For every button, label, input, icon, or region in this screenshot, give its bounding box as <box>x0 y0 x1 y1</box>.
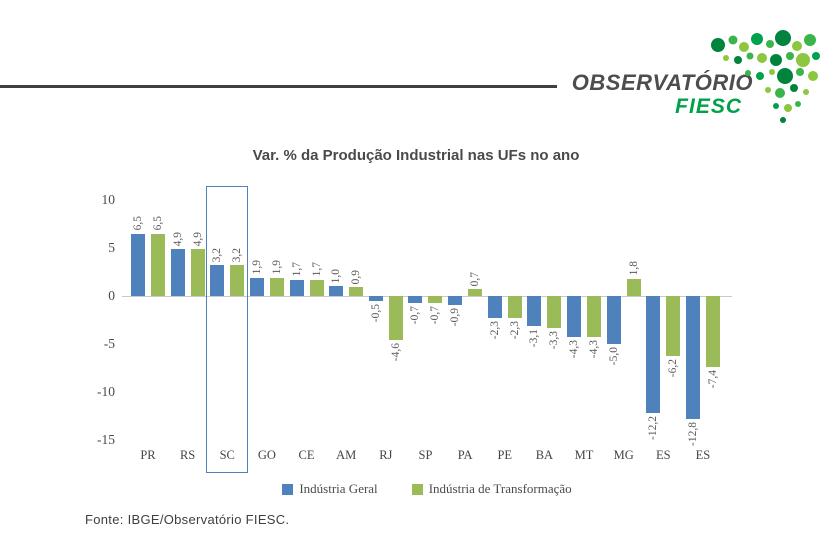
bar-BA-s1 <box>547 296 562 328</box>
bar-value-label: -12,8 <box>686 421 699 446</box>
bar-value-label: 1,0 <box>330 269 343 284</box>
y-axis-tick: 10 <box>101 192 116 207</box>
bar-ES-s1 <box>666 296 681 356</box>
bar-value-label: -7,4 <box>706 370 719 389</box>
x-axis-label-MG-12: MG <box>613 448 634 462</box>
x-axis-label-SP-7: SP <box>418 448 433 462</box>
bar-SC-s1 <box>230 265 245 296</box>
bar-value-label: 0,9 <box>350 270 363 285</box>
bar-RJ-s0 <box>368 296 383 301</box>
legend-swatch-icon <box>282 483 294 495</box>
bar-ES-s1 <box>705 296 720 368</box>
x-axis-label-SC-2: SC <box>219 448 235 462</box>
bar-value-label: -5,0 <box>607 347 620 366</box>
bar-GO-s1 <box>269 277 284 296</box>
observatorio-logo-text: OBSERVATÓRIO <box>571 70 753 95</box>
bar-value-label: 6,5 <box>152 216 164 231</box>
bar-SC-s0 <box>210 265 225 296</box>
y-axis-tick: 5 <box>108 240 115 255</box>
bar-ES-s0 <box>685 296 700 419</box>
bar-SP-s1 <box>428 296 443 303</box>
bar-value-label: -4,3 <box>568 340 581 359</box>
bar-PA-s0 <box>448 296 463 305</box>
bar-value-label: -0,7 <box>429 305 442 324</box>
bar-MG-s0 <box>606 296 621 344</box>
legend-label: Indústria de Transformação <box>428 481 572 496</box>
bar-SP-s0 <box>408 296 423 303</box>
x-axis-label-AM-5: AM <box>336 448 357 462</box>
zero-axis-line <box>122 296 732 297</box>
bar-AM-s0 <box>329 286 344 296</box>
bar-MT-s1 <box>587 296 602 338</box>
bar-value-label: 1,7 <box>310 262 323 277</box>
chart-title: Var. % da Produção Industrial nas UFs no… <box>252 147 580 164</box>
bar-value-label: -3,1 <box>528 328 541 347</box>
bar-BA-s0 <box>527 296 542 326</box>
x-axis-label-BA-10: BA <box>535 448 554 462</box>
bar-value-label: -0,9 <box>449 307 462 326</box>
bar-RS-s1 <box>190 248 205 296</box>
bar-AM-s1 <box>349 287 364 296</box>
bar-value-label: 1,9 <box>250 260 263 275</box>
bar-ES-s0 <box>646 296 661 414</box>
bar-MT-s0 <box>567 296 582 338</box>
bar-value-label: 6,5 <box>132 216 144 231</box>
legend-label: Indústria Geral <box>299 481 378 496</box>
y-axis-tick: -15 <box>97 432 115 447</box>
bar-PA-s1 <box>468 289 483 296</box>
bar-MG-s1 <box>626 278 641 296</box>
source-text: Fonte: IBGE/Observatório FIESC. <box>85 512 290 527</box>
bar-value-label: -4,6 <box>389 343 402 362</box>
bar-PE-s1 <box>507 296 522 319</box>
x-axis-label-RS-1: RS <box>179 448 196 462</box>
bar-GO-s0 <box>249 277 264 296</box>
bar-value-label: 1,8 <box>627 261 640 276</box>
x-axis-label-ES-13: ES <box>656 448 671 462</box>
bar-CE-s0 <box>289 279 304 296</box>
bar-CE-s1 <box>309 279 324 296</box>
header-divider-rule <box>0 85 557 88</box>
bar-value-label: 4,9 <box>191 231 204 246</box>
x-axis-label-PE-9: PE <box>497 448 513 462</box>
bar-value-label: 4,9 <box>171 231 184 246</box>
fiesc-logo-text: FIESC <box>675 95 742 118</box>
bar-value-label: -6,2 <box>667 358 680 377</box>
bar-value-label: -4,3 <box>588 340 601 359</box>
bar-value-label: 0,7 <box>469 271 482 287</box>
y-axis-tick: 0 <box>108 288 115 303</box>
y-axis-tick: -10 <box>97 384 115 399</box>
bar-RJ-s1 <box>388 296 403 341</box>
y-axis-tick: -5 <box>103 336 115 351</box>
highlight-box-SC <box>206 186 249 473</box>
x-axis-label-MT-11: MT <box>574 448 594 462</box>
bar-PR-s0 <box>131 233 145 296</box>
bar-value-label: 1,7 <box>290 262 303 277</box>
legend-swatch-icon <box>411 483 423 495</box>
bar-value-label: 1,9 <box>270 260 283 275</box>
x-axis-label-ES-14: ES <box>695 448 711 462</box>
brazil-map-dots-icon <box>711 30 820 123</box>
bar-value-label: -2,3 <box>508 321 521 340</box>
x-axis-label-CE-4: CE <box>298 448 315 462</box>
bar-value-label: -0,7 <box>409 305 422 324</box>
x-axis-label-PA-8: PA <box>457 448 473 462</box>
bar-RS-s0 <box>170 248 185 296</box>
bar-PE-s0 <box>487 296 502 319</box>
bar-value-label: -0,5 <box>369 303 382 323</box>
legend-item: Indústria de Transformação <box>411 481 572 497</box>
x-axis-label-RJ-6: RJ <box>379 448 393 462</box>
x-axis-label-GO-3: GO <box>257 448 276 462</box>
legend-item: Indústria Geral <box>282 481 378 497</box>
bar-value-label: -3,3 <box>548 330 561 349</box>
chart-legend: Indústria Geral Indústria de Transformaçã… <box>122 480 732 498</box>
bar-value-label: -2,3 <box>488 321 501 340</box>
bar-value-label: -12,2 <box>647 416 660 441</box>
x-axis-label-PR-0: PR <box>140 448 156 462</box>
bar-PR-s1 <box>151 233 165 296</box>
